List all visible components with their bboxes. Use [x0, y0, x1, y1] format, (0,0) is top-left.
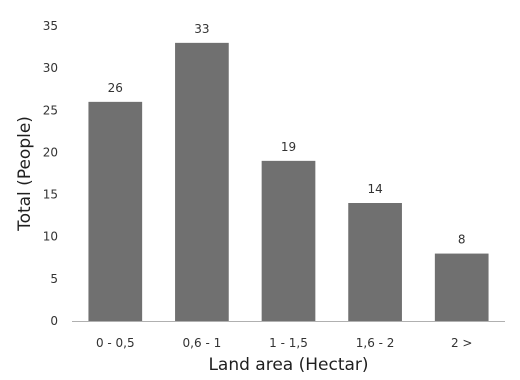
x-axis-title: Land area (Hectar) — [208, 355, 368, 375]
x-tick-label: 1,6 - 2 — [356, 336, 395, 350]
bar-value-label: 33 — [194, 22, 209, 36]
bar-value-label: 19 — [281, 140, 296, 154]
x-tick-label: 2 > — [451, 336, 473, 350]
bars-group: 26 33 19 14 8 — [88, 22, 488, 321]
y-tick-label: 35 — [43, 19, 58, 33]
y-tick-label: 15 — [43, 188, 58, 202]
bar-value-label: 8 — [458, 233, 466, 247]
y-tick-label: 5 — [50, 272, 58, 286]
bar — [435, 254, 489, 321]
y-tick-label: 0 — [50, 314, 58, 328]
y-tick-label: 10 — [43, 230, 58, 244]
bar — [175, 43, 229, 321]
x-tick-label: 0 - 0,5 — [96, 336, 135, 350]
bar — [348, 203, 402, 321]
bar — [262, 161, 316, 321]
bar-value-label: 14 — [367, 182, 382, 196]
y-tick-label: 20 — [43, 145, 58, 159]
x-axis-ticks: 0 - 0,5 0,6 - 1 1 - 1,5 1,6 - 2 2 > — [96, 336, 473, 350]
y-tick-label: 25 — [43, 103, 58, 117]
bar — [88, 102, 142, 321]
y-axis-title: Total (People) — [15, 116, 35, 232]
y-tick-label: 30 — [43, 61, 58, 75]
x-tick-label: 0,6 - 1 — [183, 336, 222, 350]
bar-value-label: 26 — [108, 81, 123, 95]
x-tick-label: 1 - 1,5 — [269, 336, 308, 350]
y-axis-ticks: 0 5 10 15 20 25 30 35 — [43, 19, 58, 328]
